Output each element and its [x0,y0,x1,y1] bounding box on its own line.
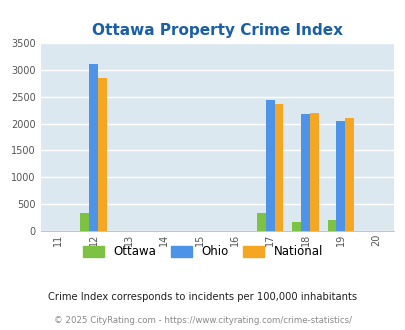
Bar [344,118,353,231]
Bar [265,100,274,231]
Text: Crime Index corresponds to incidents per 100,000 inhabitants: Crime Index corresponds to incidents per… [48,292,357,302]
Legend: Ottawa, Ohio, National: Ottawa, Ohio, National [78,241,327,263]
Bar [292,222,301,231]
Bar [256,213,265,231]
Bar [89,64,98,231]
Title: Ottawa Property Crime Index: Ottawa Property Crime Index [92,22,342,38]
Bar [301,114,309,231]
Bar [336,121,344,231]
Bar [327,220,336,231]
Bar [80,213,89,231]
Bar [98,78,107,231]
Bar [274,104,283,231]
Bar [309,113,318,231]
Text: © 2025 CityRating.com - https://www.cityrating.com/crime-statistics/: © 2025 CityRating.com - https://www.city… [54,315,351,325]
